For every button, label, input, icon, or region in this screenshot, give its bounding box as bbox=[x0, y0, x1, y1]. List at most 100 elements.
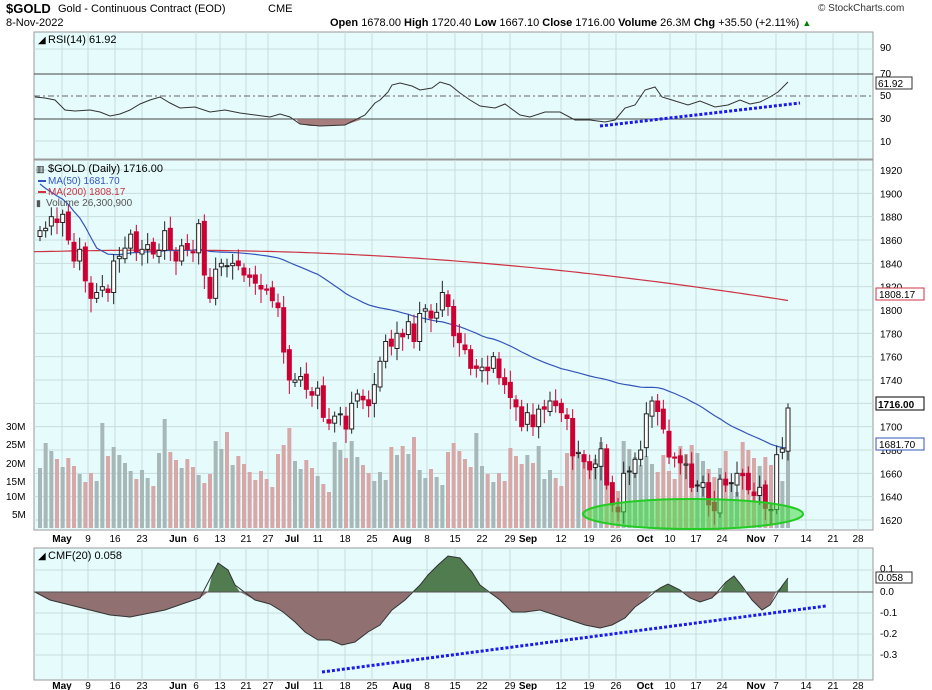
price-tick: 1920 bbox=[880, 166, 903, 177]
price-tick: 1700 bbox=[880, 423, 903, 434]
candle bbox=[281, 307, 287, 353]
candle bbox=[224, 265, 230, 268]
x-tick-label: Oct bbox=[637, 681, 654, 690]
volume-label: Volume bbox=[618, 17, 658, 29]
candle bbox=[326, 419, 332, 424]
x-tick-label: Jun bbox=[169, 534, 187, 545]
rsi-value-badge-box bbox=[875, 76, 913, 90]
close-label: Close bbox=[542, 17, 573, 29]
x-tick-label: 13 bbox=[214, 534, 226, 545]
volume-bar bbox=[633, 457, 637, 528]
x-tick-label: 21 bbox=[240, 681, 252, 690]
candle bbox=[133, 231, 139, 253]
x-tick-label: Aug bbox=[392, 681, 411, 690]
volume-bar bbox=[60, 467, 65, 528]
candle bbox=[371, 384, 377, 404]
candle bbox=[564, 414, 570, 419]
candle bbox=[513, 399, 519, 408]
candle bbox=[207, 276, 213, 299]
x-tick-label: 29 bbox=[504, 534, 516, 545]
watermark: © StockCharts.com bbox=[818, 3, 905, 14]
volume-bar bbox=[474, 433, 479, 528]
candle bbox=[643, 413, 649, 449]
candle bbox=[65, 211, 71, 241]
volume-bar bbox=[123, 463, 127, 528]
x-tick-label: 16 bbox=[109, 681, 121, 690]
candle bbox=[638, 449, 644, 460]
candle bbox=[383, 341, 389, 362]
volume-bar bbox=[417, 470, 422, 528]
x-tick-label: 15 bbox=[449, 681, 461, 690]
volume-bar bbox=[684, 454, 688, 528]
cmf-value-badge-box bbox=[875, 571, 913, 584]
candle bbox=[479, 366, 485, 372]
candle bbox=[451, 306, 457, 337]
exchange: CME bbox=[268, 3, 293, 15]
x-tick-label: 23 bbox=[136, 681, 148, 690]
volume-bar bbox=[338, 450, 343, 528]
cmf-tick: -0.1 bbox=[880, 608, 898, 619]
x-tick-label: 21 bbox=[827, 534, 839, 545]
candle bbox=[496, 358, 502, 379]
volume-bar bbox=[298, 469, 303, 528]
ma200-label: MA(200) 1808.17 bbox=[48, 187, 126, 198]
price-tick: 1660 bbox=[880, 469, 903, 480]
candle bbox=[751, 491, 757, 496]
candle bbox=[116, 255, 122, 260]
volume-bar bbox=[174, 460, 178, 528]
candle bbox=[456, 332, 462, 344]
candle bbox=[428, 310, 434, 319]
candle bbox=[366, 399, 372, 407]
candle bbox=[354, 393, 360, 402]
last-price-badge-box bbox=[875, 396, 925, 411]
price-tick: 1800 bbox=[880, 306, 903, 317]
candle bbox=[128, 233, 134, 249]
candle bbox=[377, 360, 383, 388]
candle bbox=[394, 332, 400, 350]
volume-bar bbox=[162, 419, 167, 528]
candle bbox=[139, 248, 145, 255]
candle bbox=[99, 286, 105, 291]
x-tick-label: Sep bbox=[519, 534, 537, 545]
volume-tick: 5M bbox=[12, 510, 26, 521]
candle bbox=[48, 216, 54, 227]
candle bbox=[598, 448, 604, 467]
volume-bar bbox=[457, 451, 462, 528]
x-tick-label: 7 bbox=[773, 534, 779, 545]
candle bbox=[54, 218, 60, 223]
candle bbox=[666, 430, 672, 458]
candle bbox=[298, 376, 304, 381]
x-tick-label: Jun bbox=[169, 681, 187, 690]
candle bbox=[145, 244, 151, 250]
candle bbox=[547, 400, 553, 412]
volume-bar bbox=[111, 447, 116, 528]
price-tick: 1860 bbox=[880, 236, 903, 247]
low-value: 1667.10 bbox=[499, 17, 540, 29]
candle bbox=[218, 262, 224, 268]
candle bbox=[445, 294, 451, 308]
cmf-line bbox=[34, 555, 789, 646]
volume-bar bbox=[83, 482, 88, 528]
volume-bar bbox=[514, 456, 518, 528]
candle bbox=[649, 400, 655, 417]
x-tick-label: 29 bbox=[504, 681, 516, 690]
candle bbox=[60, 213, 66, 223]
ma200-badge: 1808.17 bbox=[879, 290, 916, 301]
x-tick-label: 6 bbox=[193, 534, 199, 545]
chg-label: Chg bbox=[693, 17, 716, 29]
candle bbox=[179, 245, 185, 262]
rsi-tick: 70 bbox=[880, 69, 892, 80]
volume-bar bbox=[395, 455, 399, 528]
candle bbox=[524, 412, 530, 425]
x-tick-label: May bbox=[52, 681, 72, 690]
volume-bar bbox=[202, 483, 207, 528]
volume-bar bbox=[650, 464, 654, 528]
candle bbox=[37, 230, 43, 238]
volume-bar bbox=[38, 468, 42, 528]
volume-bar bbox=[145, 478, 150, 528]
chg-value: +35.50 (+2.11%) bbox=[718, 17, 800, 29]
x-tick-label: 19 bbox=[583, 681, 595, 690]
x-tick-label: 17 bbox=[690, 681, 702, 690]
candle bbox=[405, 321, 411, 335]
